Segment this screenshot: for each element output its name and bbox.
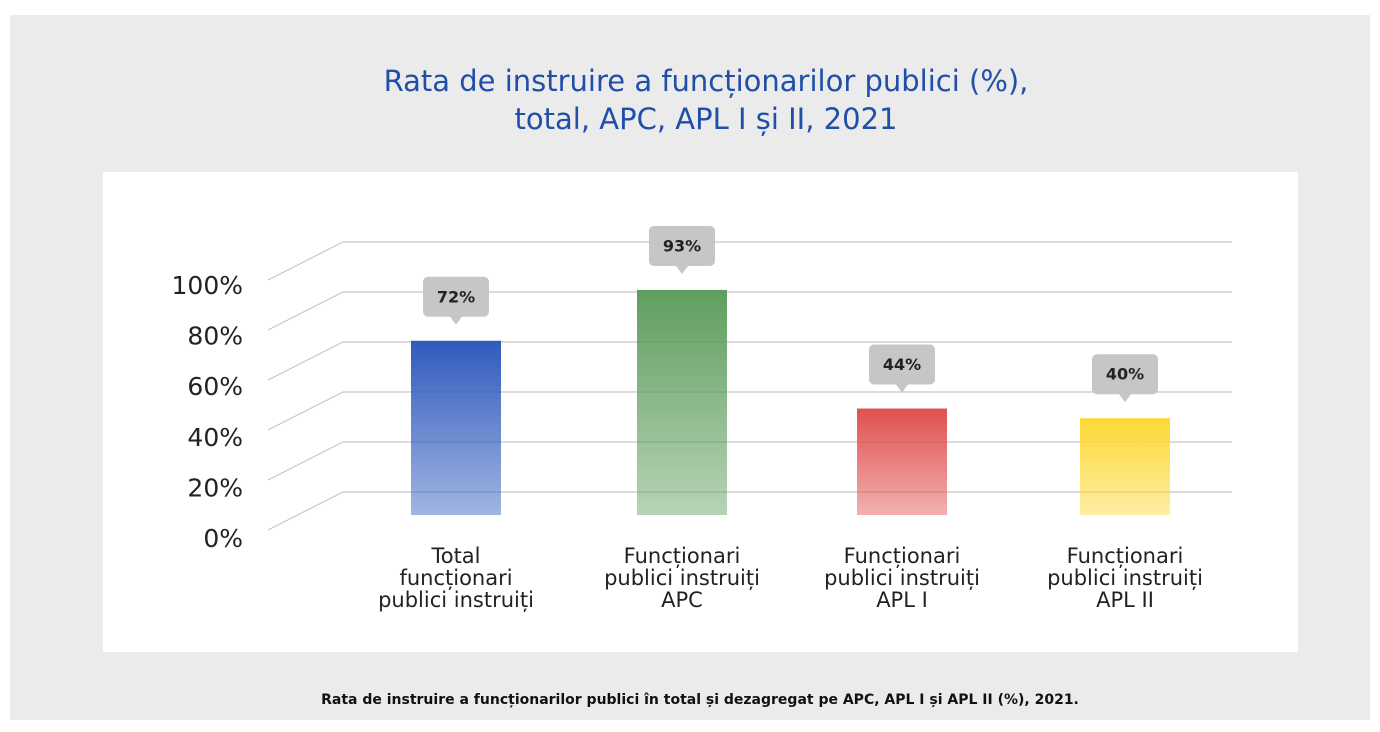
value-label: 72% bbox=[437, 287, 475, 306]
value-label: 44% bbox=[883, 355, 921, 374]
x-tick-label: Funcționari publici instruiți APL II bbox=[1047, 544, 1203, 612]
x-tick-label: Funcționari publici instruiți APL I bbox=[824, 544, 980, 612]
y-tick-label: 80% bbox=[187, 322, 243, 351]
x-tick-label: Funcționari publici instruiți APC bbox=[604, 544, 760, 612]
y-tick-label: 20% bbox=[187, 473, 243, 502]
grid-line bbox=[267, 341, 1232, 381]
callout bbox=[869, 344, 935, 393]
y-tick-label: 60% bbox=[187, 372, 243, 401]
y-tick-label: 0% bbox=[203, 524, 243, 553]
callout bbox=[649, 225, 715, 274]
bar bbox=[637, 289, 727, 515]
bar bbox=[411, 340, 501, 515]
y-tick-label: 40% bbox=[187, 423, 243, 452]
chart-title: Rata de instruire a funcționarilor publi… bbox=[383, 64, 1029, 136]
value-label: 93% bbox=[663, 236, 701, 255]
grid-line bbox=[267, 391, 1232, 431]
bar bbox=[1080, 418, 1170, 515]
grid-line bbox=[267, 241, 1232, 281]
caption: Rata de instruire a funcționarilor publi… bbox=[321, 692, 1079, 708]
y-tick-label: 100% bbox=[172, 271, 243, 300]
callout bbox=[423, 276, 489, 325]
value-label: 40% bbox=[1106, 365, 1144, 384]
grid-line bbox=[267, 291, 1232, 331]
callout bbox=[1092, 354, 1158, 403]
x-tick-label: Total funcționari publici instruiți bbox=[378, 544, 534, 612]
bar bbox=[857, 408, 947, 515]
